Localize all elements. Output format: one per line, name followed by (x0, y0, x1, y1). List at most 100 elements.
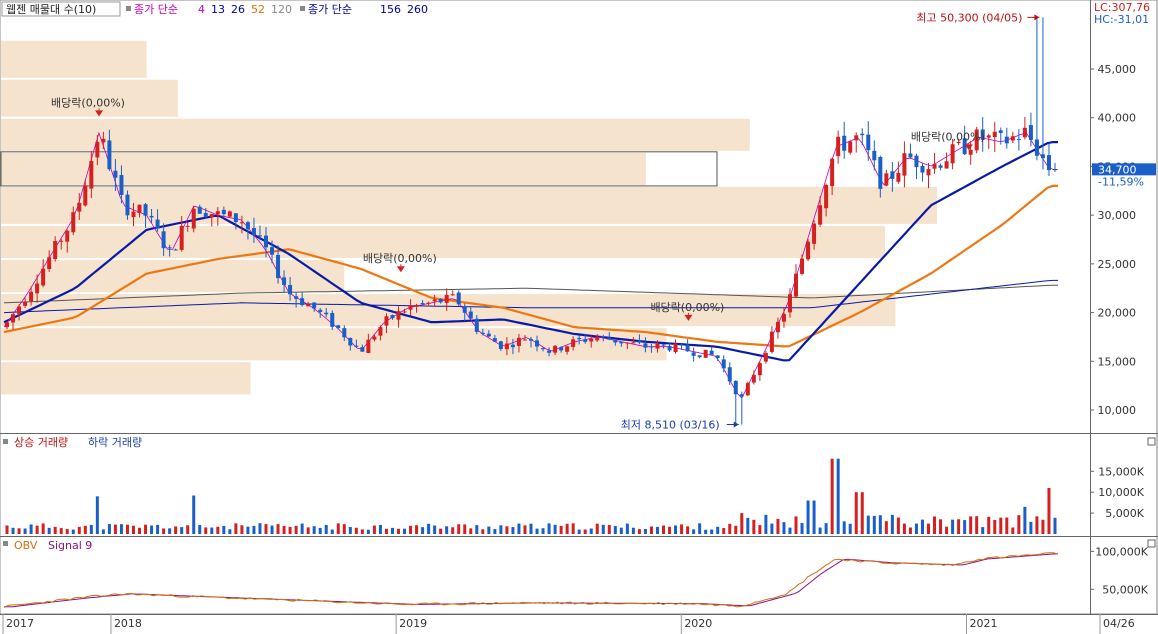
vol-y-tick-label: 10,000K (1098, 486, 1144, 499)
volume-bar (523, 525, 527, 534)
volume-bar (927, 523, 931, 534)
candle-body (1022, 127, 1027, 138)
candle-body (348, 337, 353, 346)
volume-bar (360, 529, 364, 534)
candle-body (697, 355, 702, 358)
legend-bullet (300, 6, 305, 11)
candle-body (794, 273, 799, 297)
candle-body (739, 394, 744, 397)
candle-body (745, 383, 750, 396)
volume-bar (186, 525, 190, 534)
volume-bar (41, 523, 45, 534)
candle-body (884, 173, 889, 186)
legend-ma-period: 13 (211, 3, 225, 16)
candle-body (962, 138, 967, 155)
volume-bar (403, 528, 407, 534)
dividend-marker (396, 266, 405, 273)
y-tick-label: 10,000 (1098, 404, 1137, 417)
volume-bar (637, 529, 641, 534)
candle-body (926, 169, 931, 176)
volume-bar (957, 519, 961, 534)
candle-body (480, 332, 485, 335)
volume-bar (384, 528, 388, 534)
volume-bar (547, 523, 551, 534)
volume-bar (963, 520, 967, 534)
volume-bar (35, 525, 39, 534)
volume-bar (583, 529, 587, 534)
volume-bar (493, 529, 497, 534)
candle-body (938, 165, 943, 168)
legend-layer: 웹젠 매물대 수(10) 종가 단순 4 13 26 52 120 종가 단순 156 260 상승… (1, 1, 1156, 552)
volume-bar (324, 524, 328, 534)
volume-bar (740, 513, 744, 534)
candle-body (769, 331, 774, 352)
candle-body (577, 337, 582, 340)
volume-bar (372, 525, 376, 534)
candle-body (956, 141, 961, 144)
candle-body (155, 219, 160, 229)
candle-body (908, 153, 913, 158)
volume-bar (174, 526, 178, 534)
volume-bar (860, 492, 864, 534)
candle-body (727, 367, 732, 382)
candle-body (209, 214, 214, 218)
candle-body (1040, 154, 1045, 159)
volume-bar (975, 516, 979, 534)
candle-body (595, 337, 600, 341)
candle-body (263, 235, 268, 248)
volume-bar (439, 528, 443, 534)
candle-body (878, 156, 883, 189)
volume-bar (1005, 517, 1009, 534)
candle-body (643, 343, 648, 348)
volume-bar (746, 517, 750, 534)
candle-body (637, 340, 642, 343)
candlestick-layer (5, 17, 1057, 425)
y-tick-label: 30,000 (1098, 209, 1137, 222)
candle-body (559, 347, 564, 351)
volume-bar (607, 524, 611, 534)
volume-bar (1053, 517, 1057, 534)
candle-body (390, 315, 395, 319)
volume-bar (409, 525, 413, 534)
volume-bar (692, 529, 696, 534)
volume-bar (776, 518, 780, 534)
volume-bar (643, 528, 647, 534)
volume-bar (1017, 515, 1021, 534)
volume-bar (366, 529, 370, 534)
volume-bar (11, 527, 15, 534)
candle-body (276, 254, 281, 279)
candle-body (1016, 139, 1021, 141)
candle-body (360, 347, 365, 352)
candle-body (336, 325, 341, 329)
candle-body (601, 336, 606, 338)
volume-bar (752, 519, 756, 534)
candle-body (396, 311, 401, 320)
y-tick-label: 40,000 (1098, 112, 1137, 125)
legend-obv: OBV (14, 539, 38, 552)
candle-body (709, 350, 714, 355)
candle-body (101, 138, 106, 143)
y-tick-label: 20,000 (1098, 307, 1137, 320)
candle-body (510, 344, 515, 348)
x-tick-label: 2017 (6, 617, 34, 630)
volume-bar (939, 519, 943, 534)
volume-profile-bin (1, 186, 937, 224)
candle-body (59, 240, 64, 242)
candle-body (366, 339, 371, 353)
candle-body (113, 170, 118, 178)
volume-bar (89, 524, 93, 534)
volume-bar (487, 526, 491, 534)
volume-bar (517, 523, 521, 534)
candle-body (119, 175, 124, 195)
candle-body (498, 341, 503, 349)
candle-body (516, 337, 521, 346)
volume-bar (29, 524, 33, 534)
legend-ma-period: 26 (231, 3, 245, 16)
hc-value: HC:-31,01 (1094, 13, 1149, 26)
vol-y-tick-label: 5,000K (1105, 507, 1144, 520)
volume-bar (451, 527, 455, 534)
candle-body (691, 352, 696, 356)
volume-bar (914, 523, 918, 534)
candle-body (649, 346, 654, 348)
